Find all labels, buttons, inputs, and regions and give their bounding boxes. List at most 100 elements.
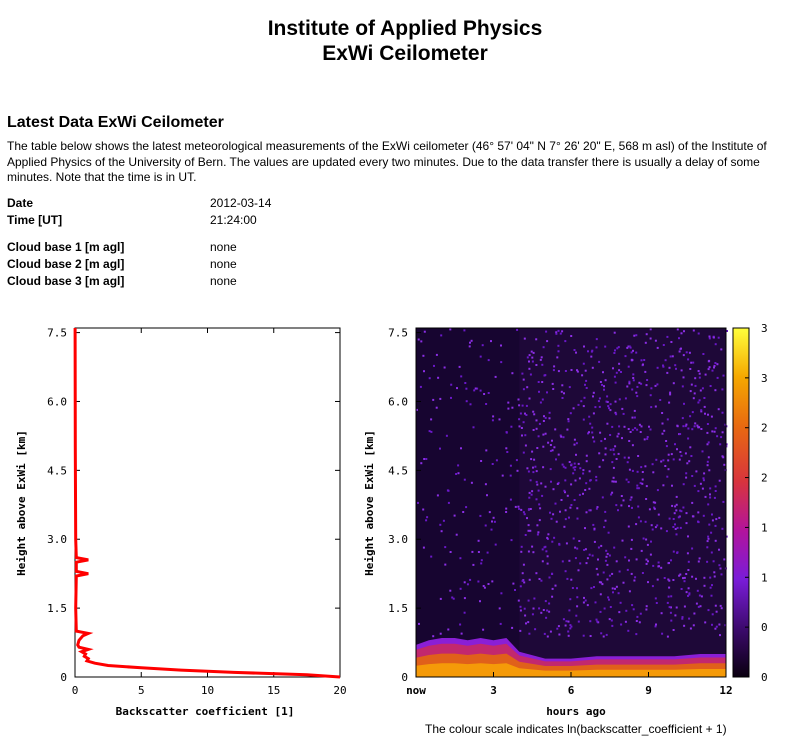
heatmap-noise-cell [418,622,420,625]
heatmap-noise-cell [559,332,562,335]
heatmap-noise-cell [618,398,621,401]
heatmap-noise-cell [537,435,540,438]
heatmap-noise-cell [529,508,532,510]
heatmap-noise-cell [714,485,717,488]
heatmap-noise-cell [463,478,466,481]
heatmap-noise-cell [685,476,688,479]
heatmap-noise-cell [618,362,621,365]
heatmap-noise-cell [708,469,711,472]
heatmap-noise-cell [598,452,601,455]
heatmap-noise-cell [615,413,618,416]
heatmap-noise-cell [718,479,721,482]
heatmap-noise-cell [547,533,550,536]
heatmap-noise-cell [574,546,577,549]
colorbar-tick-label: 0 [761,671,768,684]
heatmap-noise-cell [598,360,601,363]
heatmap-noise-cell [687,594,689,597]
heatmap-noise-cell [607,596,610,599]
colour-scale-note: The colour scale indicates ln(backscatte… [425,722,727,736]
heatmap-noise-cell [540,579,543,582]
heatmap-noise-cell [570,625,573,628]
heatmap-noise-cell [577,620,580,623]
heatmap-noise-cell [570,483,573,486]
heatmap-noise-cell [582,362,585,365]
heatmap-noise-cell [536,524,539,527]
heatmap-noise-cell [425,519,428,522]
heatmap-y-tick-label: 7.5 [388,327,408,340]
heatmap-noise-cell [551,572,553,575]
heatmap-noise-cell [698,594,701,597]
heatmap-noise-cell [611,425,614,428]
heatmap-noise-cell [557,370,560,373]
heatmap-noise-cell [540,356,543,359]
heatmap-x-tick-label: 3 [490,684,497,697]
heatmap-noise-cell [592,412,595,415]
heatmap-noise-cell [566,494,569,497]
heatmap-noise-cell [628,505,630,508]
heatmap-noise-cell [551,587,554,590]
heatmap-noise-cell [669,391,672,394]
heatmap-noise-cell [564,370,567,372]
heatmap-noise-cell [666,335,669,338]
heatmap-noise-cell [527,529,530,532]
heatmap-noise-cell [539,401,542,404]
heatmap-noise-cell [592,523,595,526]
heatmap-noise-cell [618,611,621,614]
heatmap-noise-cell [704,621,707,624]
heatmap-noise-cell [681,617,684,620]
heatmap-noise-cell [691,411,694,414]
heatmap-noise-cell [714,524,717,527]
heatmap-noise-cell [608,618,611,621]
heatmap-noise-cell [553,536,556,539]
heatmap-noise-cell [498,607,501,610]
heatmap-noise-cell [578,493,581,496]
heatmap-noise-cell [471,550,474,553]
heatmap-noise-cell [617,592,620,595]
heatmap-noise-cell [591,431,594,434]
heatmap-noise-cell [582,472,585,475]
heatmap-noise-cell [668,517,671,520]
heatmap-noise-cell [488,511,491,514]
heatmap-noise-cell [472,426,475,429]
heatmap-noise-cell [574,557,577,560]
intro-paragraph: The table below shows the latest meteoro… [7,139,767,184]
heatmap-noise-cell [560,390,563,393]
heatmap-noise-cell [654,339,657,342]
heatmap-noise-cell [703,584,706,587]
heatmap-noise-cell [566,428,569,431]
heatmap-noise-cell [581,374,584,377]
heatmap-noise-cell [430,430,433,433]
heatmap-noise-cell [507,401,510,404]
heatmap-noise-cell [699,605,702,608]
heatmap-noise-cell [725,535,728,538]
heatmap-noise-cell [589,509,592,512]
heatmap-noise-cell [519,412,522,415]
heatmap-noise-cell [470,481,473,484]
heatmap-noise-cell [485,449,488,452]
heatmap-noise-cell [567,620,570,623]
heatmap-noise-cell [689,446,692,449]
heatmap-noise-cell [680,347,682,350]
heatmap-noise-cell [645,608,648,611]
heatmap-noise-cell [556,356,559,359]
heatmap-noise-cell [679,573,682,576]
heatmap-noise-cell [651,463,654,466]
heatmap-noise-cell [597,400,600,403]
heatmap-noise-cell [548,411,551,414]
heatmap-noise-cell [546,562,549,565]
heatmap-noise-cell [670,595,673,598]
heatmap-noise-cell [569,624,572,627]
heatmap-noise-cell [704,373,707,376]
heatmap-noise-cell [633,334,636,337]
heatmap-noise-cell [706,460,709,463]
heatmap-noise-cell [485,403,488,405]
heatmap-noise-cell [697,520,699,523]
heatmap-noise-cell [585,379,588,382]
heatmap-noise-cell [699,482,702,485]
heatmap-noise-cell [490,340,492,343]
heatmap-noise-cell [697,490,700,493]
heatmap-noise-cell [567,418,570,421]
heatmap-noise-cell [551,449,554,452]
heatmap-noise-cell [528,360,530,363]
heatmap-noise-cell [606,578,609,581]
